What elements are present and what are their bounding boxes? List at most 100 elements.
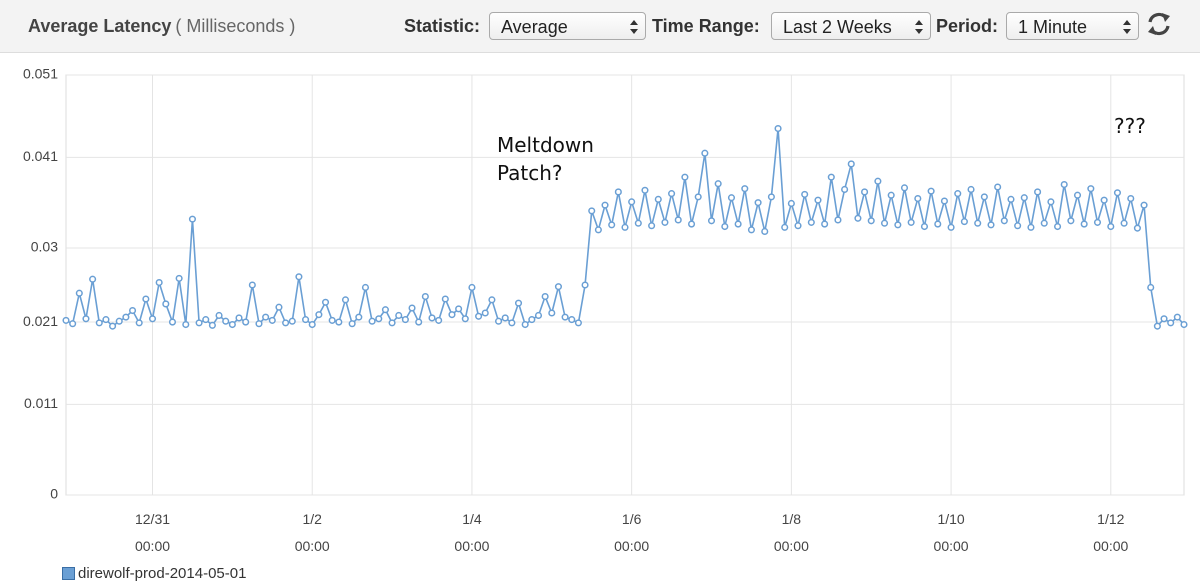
data-point	[794, 222, 802, 230]
data-point	[987, 221, 995, 229]
data-point	[175, 274, 183, 282]
data-point	[255, 320, 263, 328]
data-point	[514, 299, 523, 307]
data-point	[302, 316, 310, 324]
data-point	[814, 196, 822, 204]
data-point	[668, 190, 676, 198]
data-point	[947, 223, 955, 231]
data-point	[228, 320, 236, 329]
data-point	[341, 296, 350, 304]
data-point	[781, 223, 789, 231]
data-point	[847, 160, 855, 168]
data-point	[315, 311, 323, 319]
data-point	[282, 319, 290, 327]
refresh-button[interactable]	[1145, 10, 1173, 38]
data-point	[1113, 189, 1122, 197]
period-select[interactable]: 1 Minute	[1006, 12, 1139, 40]
data-point	[69, 320, 77, 328]
data-point	[388, 319, 396, 327]
data-point	[295, 273, 303, 281]
data-point	[381, 306, 389, 314]
data-point	[428, 314, 436, 322]
data-point	[954, 190, 962, 198]
data-point	[827, 173, 835, 181]
y-tick-label: 0.051	[23, 66, 58, 82]
data-point	[694, 193, 702, 201]
data-point	[475, 312, 483, 320]
data-point	[721, 222, 729, 231]
data-point	[488, 296, 496, 304]
data-point	[248, 281, 256, 289]
control-label: Statistic:	[404, 16, 481, 36]
control-label: Period:	[936, 16, 999, 36]
data-point	[634, 219, 642, 227]
select-arrows	[915, 20, 923, 34]
time-range-select[interactable]: Last 2 Weeks	[771, 12, 931, 40]
data-point	[628, 198, 636, 206]
data-point	[481, 309, 489, 317]
data-point	[415, 318, 423, 326]
data-point	[1120, 219, 1128, 227]
data-point	[854, 214, 862, 222]
title: Average Latency	[28, 16, 172, 36]
x-tick-label: 1/8 00:00	[774, 511, 809, 554]
data-point	[787, 199, 795, 208]
data-point	[1133, 224, 1141, 232]
select-arrows	[1123, 20, 1131, 34]
toolbar: Average Latency( Milliseconds ) Statisti…	[0, 0, 1200, 53]
data-point	[641, 186, 649, 194]
data-point	[1027, 223, 1035, 231]
data-point	[122, 313, 130, 321]
data-point	[727, 194, 736, 202]
data-point	[761, 227, 769, 236]
data-point	[268, 316, 276, 324]
data-point	[574, 319, 582, 327]
data-point	[155, 278, 163, 287]
select-arrows	[630, 20, 638, 34]
data-point	[674, 216, 682, 224]
data-point	[182, 320, 190, 329]
data-point	[914, 194, 922, 203]
data-point	[401, 316, 409, 324]
data-point	[1107, 222, 1115, 231]
data-point	[974, 219, 982, 227]
control-label: Time Range:	[652, 16, 760, 36]
data-point	[395, 311, 403, 320]
x-tick-label: 1/6 00:00	[614, 511, 649, 554]
data-point	[681, 173, 689, 181]
data-point	[142, 295, 150, 303]
x-tick-label: 12/31 00:00	[135, 511, 170, 554]
data-point	[834, 216, 842, 224]
data-point	[495, 317, 503, 325]
data-point	[967, 185, 975, 194]
data-point	[774, 124, 782, 133]
data-point	[1047, 198, 1055, 206]
legend-label: direwolf-prod-2014-05-01	[78, 565, 247, 582]
data-point	[355, 313, 363, 321]
data-point	[109, 322, 117, 330]
data-point	[747, 226, 755, 234]
x-tick-label: 1/2 00:00	[295, 511, 330, 554]
select-value: Last 2 Weeks	[783, 17, 892, 37]
unit: ( Milliseconds )	[175, 16, 296, 36]
data-point	[894, 221, 902, 229]
y-tick-label: 0	[50, 486, 58, 502]
data-point	[861, 188, 869, 196]
data-point	[1054, 222, 1062, 231]
data-point	[361, 283, 370, 292]
data-point	[75, 289, 83, 297]
data-point	[115, 317, 123, 325]
y-tick-label: 0.041	[23, 148, 58, 164]
statistic-select[interactable]: Average	[489, 12, 646, 40]
data-point	[102, 316, 110, 324]
data-point	[867, 217, 875, 225]
data-point	[940, 197, 948, 205]
data-point	[581, 281, 589, 289]
data-point	[601, 201, 609, 209]
data-point	[548, 309, 556, 317]
data-point	[654, 195, 662, 203]
data-point	[980, 193, 988, 201]
data-point	[807, 218, 815, 226]
x-tick-label: 1/12 00:00	[1093, 511, 1128, 554]
data-point	[1000, 217, 1008, 225]
